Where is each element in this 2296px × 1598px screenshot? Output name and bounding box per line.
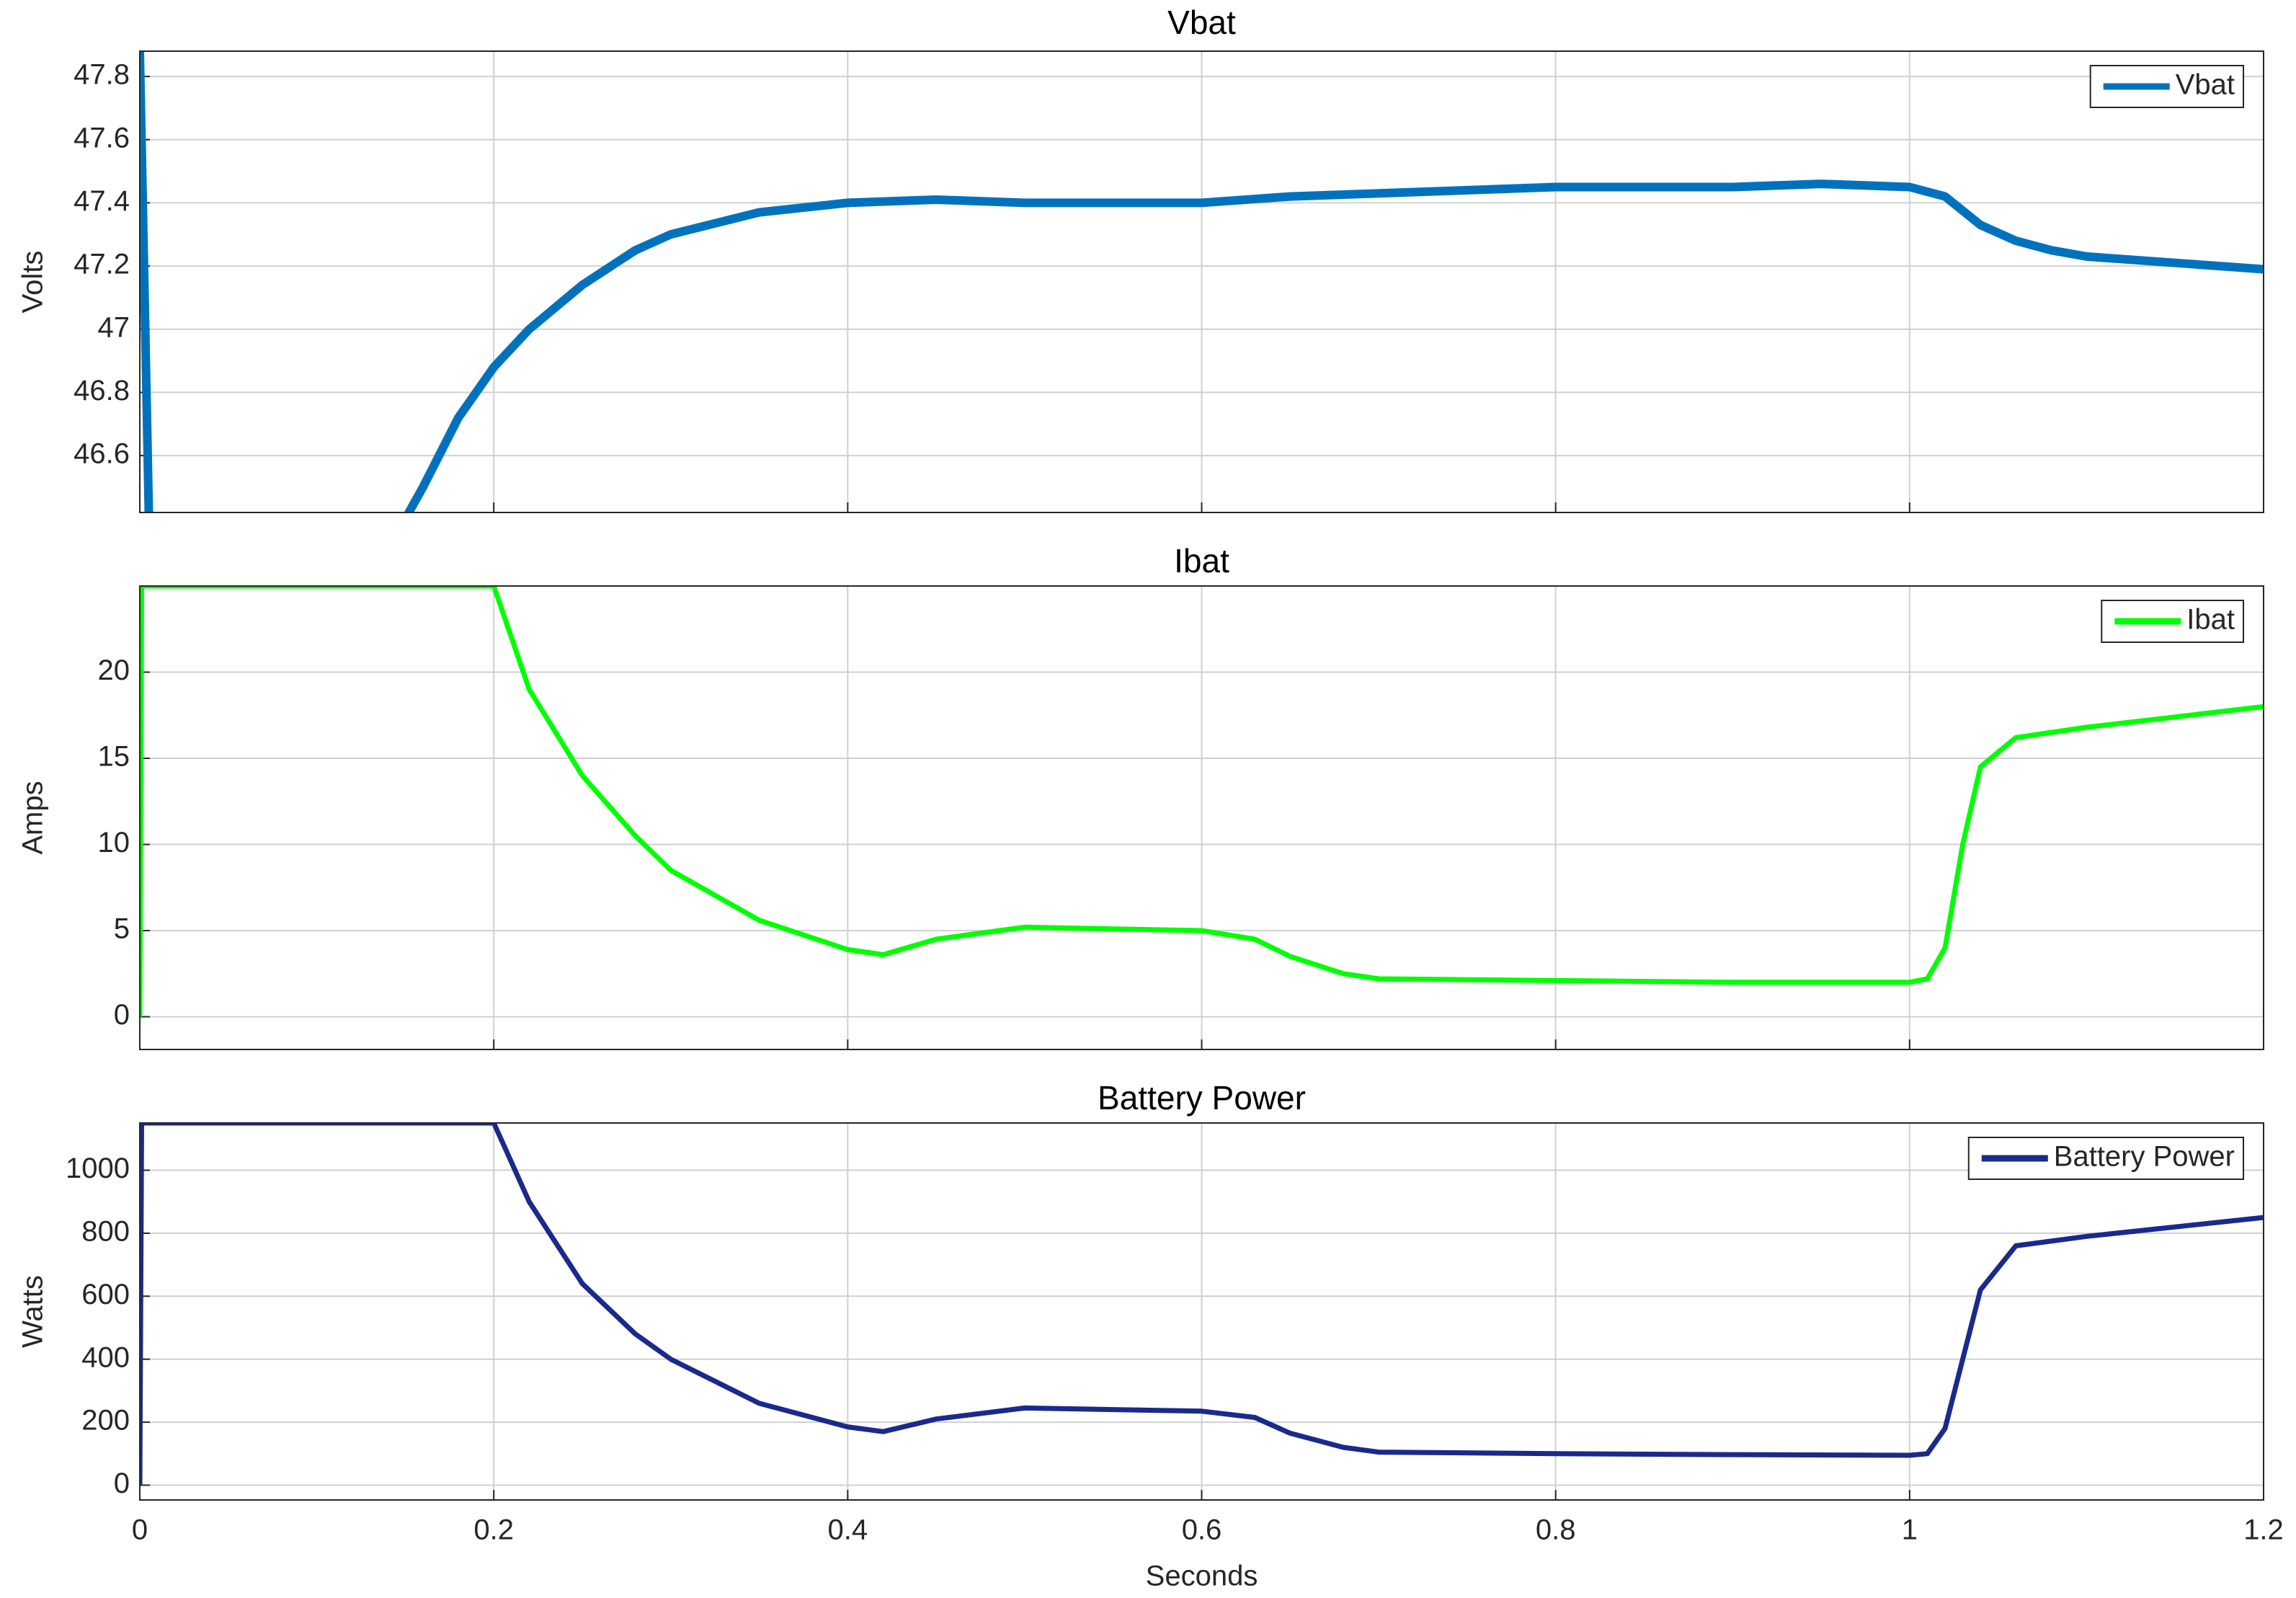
y-tick-label: 46.8: [74, 375, 130, 407]
y-tick-label: 46.6: [74, 438, 130, 470]
axes-box: [139, 50, 2264, 513]
axes-box: [139, 1122, 2264, 1501]
axes-box: [139, 585, 2264, 1050]
x-tick-label: 1: [1902, 1514, 1918, 1546]
x-tick-label: 0.4: [828, 1514, 868, 1546]
series-group: [140, 1123, 2264, 1486]
data-line: [140, 51, 2264, 512]
x-tick-label: 0.2: [473, 1514, 514, 1546]
y-tick-label: 20: [98, 654, 130, 686]
x-tick-label: 1.2: [2243, 1514, 2284, 1546]
y-tick-label: 47.8: [74, 59, 130, 91]
y-tick-label: 800: [81, 1215, 130, 1247]
chart-title: Ibat: [1174, 542, 1229, 580]
data-line: [140, 1123, 2264, 1486]
x-tick-label: 0.8: [1536, 1514, 1576, 1546]
chart-title: Battery Power: [1098, 1079, 1306, 1117]
data-line: [140, 586, 2264, 1017]
y-tick-label: 1000: [66, 1153, 130, 1184]
legend-label: Battery Power: [2054, 1141, 2235, 1173]
series-group: [140, 586, 2264, 1017]
y-tick-label: 600: [81, 1279, 130, 1310]
y-tick-label: 47.4: [74, 185, 130, 217]
y-tick-label: 400: [81, 1341, 130, 1373]
x-tick-label: 0.6: [1182, 1514, 1222, 1546]
y-tick-label: 10: [98, 827, 130, 858]
y-tick-label: 200: [81, 1405, 130, 1437]
x-tick-label: 0: [132, 1514, 148, 1546]
x-axis-label: Seconds: [1146, 1561, 1258, 1592]
legend-label: Vbat: [2176, 69, 2235, 101]
y-tick-label: 47.2: [74, 249, 130, 280]
y-tick-label: 5: [114, 913, 130, 945]
y-tick-label: 0: [114, 1468, 130, 1499]
y-tick-label: 47: [98, 311, 130, 343]
y-axis-label: Amps: [17, 781, 49, 854]
y-tick-label: 0: [114, 999, 130, 1031]
y-tick-label: 47.6: [74, 122, 130, 154]
chart-title: Vbat: [1167, 4, 1236, 41]
y-tick-label: 15: [98, 741, 130, 773]
y-axis-label: Volts: [17, 251, 49, 314]
y-axis-label: Watts: [17, 1275, 49, 1348]
legend-label: Ibat: [2186, 604, 2235, 636]
series-group: [140, 51, 2264, 512]
